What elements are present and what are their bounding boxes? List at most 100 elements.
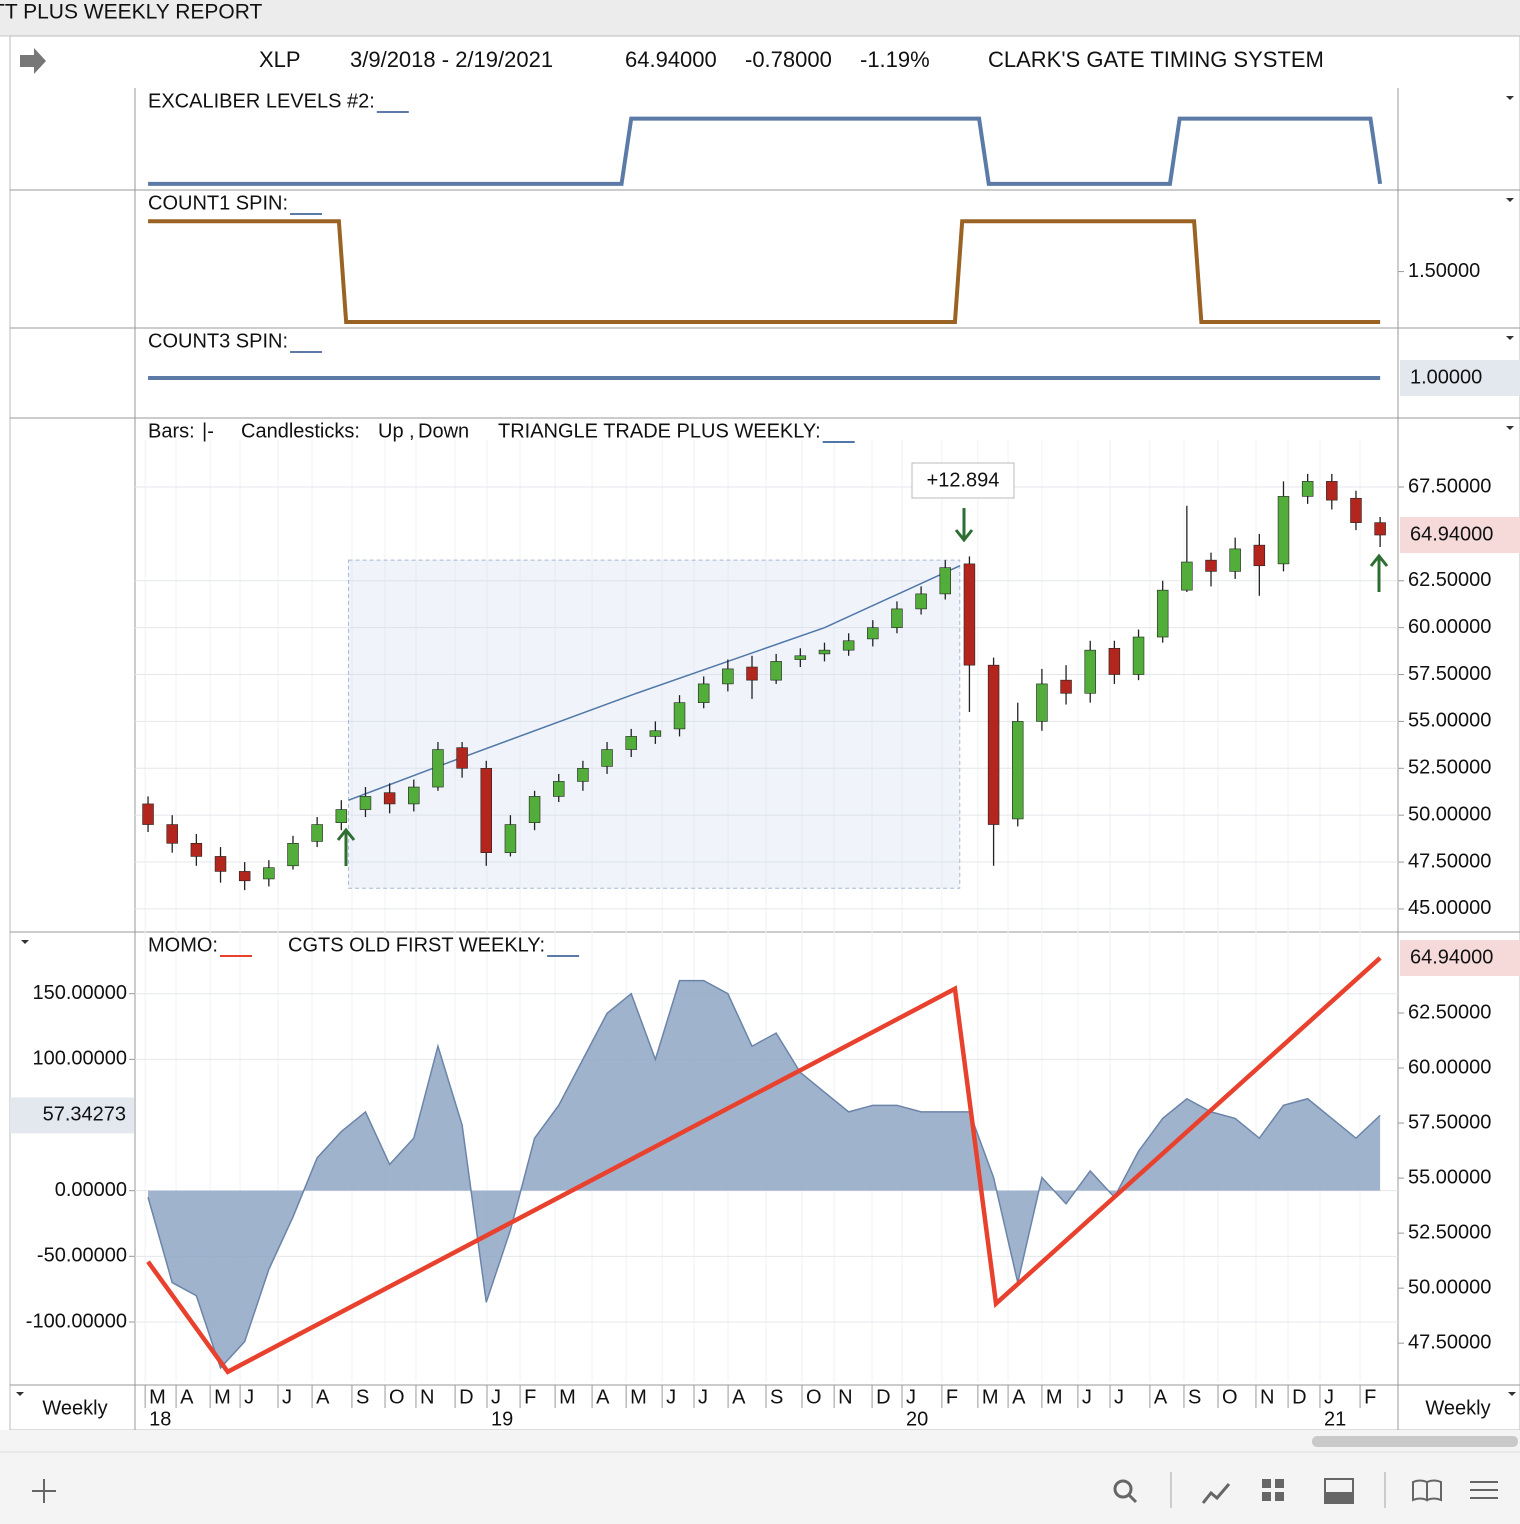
x-tick-label: A: [732, 1386, 746, 1408]
y-tick-label: 57.50000: [1408, 663, 1491, 685]
price: 64.94000: [625, 47, 717, 72]
legend-text: CGTS OLD FIRST WEEKLY:: [288, 934, 545, 956]
nav-arrow[interactable]: [20, 48, 46, 74]
candle-body: [287, 843, 299, 867]
legend-text: Down: [418, 420, 469, 442]
range-box: [348, 559, 961, 889]
date-range: 3/9/2018 - 2/19/2021: [350, 47, 553, 72]
value-label: 64.94000: [1410, 946, 1493, 968]
candle-body: [359, 796, 372, 810]
annotation: +12.894: [927, 469, 1000, 491]
candle-body: [1374, 522, 1386, 536]
y2-tick-label: 62.50000: [1408, 1001, 1491, 1023]
scrollbar-thumb[interactable]: [1312, 1436, 1518, 1447]
y-tick-label: 150.00000: [32, 982, 127, 1004]
y-tick-label: 45.00000: [1408, 897, 1491, 919]
x-tick-label: J: [1114, 1386, 1124, 1408]
candle-body: [601, 749, 613, 767]
candle-body: [649, 730, 662, 737]
x-tick-label: D: [459, 1386, 473, 1408]
x-tick-label: A: [596, 1386, 610, 1408]
x-tick-label: J: [666, 1386, 676, 1408]
panel-menu: [1506, 96, 1514, 100]
x-tick-label: S: [356, 1386, 369, 1408]
x-tick-label: N: [1260, 1386, 1274, 1408]
candle-body: [1108, 647, 1121, 675]
candle-body: [939, 567, 952, 595]
candle-body: [722, 668, 734, 685]
candle-body: [528, 796, 541, 823]
y2-tick-label: 57.50000: [1408, 1111, 1491, 1133]
system-name: CLARK'S GATE TIMING SYSTEM: [988, 47, 1324, 72]
candle-body: [915, 593, 927, 610]
annotation-box: [911, 462, 1015, 499]
x-tick-label: S: [1188, 1386, 1201, 1408]
candle-body: [383, 792, 396, 805]
year-label: 18: [149, 1408, 171, 1430]
legend-text: TRIANGLE TRADE PLUS WEEKLY:: [498, 420, 821, 442]
candle-body: [1084, 649, 1096, 694]
panel-menu: [1506, 198, 1514, 202]
value-label: 57.34273: [43, 1104, 126, 1126]
book-button[interactable]: [1412, 1479, 1442, 1502]
y-tick-label: 62.50000: [1408, 569, 1491, 591]
candle-body: [746, 666, 758, 681]
x-tick-label: N: [838, 1386, 852, 1408]
add-button[interactable]: [32, 1479, 56, 1503]
draw-button[interactable]: [1201, 1483, 1231, 1504]
candle-body: [891, 608, 903, 628]
x-tick-label: O: [389, 1386, 405, 1408]
panel-menu: [21, 940, 29, 944]
x-tick-label: O: [806, 1386, 822, 1408]
candle-body: [794, 655, 807, 660]
year-label: 21: [1324, 1408, 1346, 1430]
layout-button[interactable]: [1262, 1479, 1284, 1501]
value-box: [1400, 517, 1520, 554]
candle-body: [963, 563, 976, 666]
y-tick-label: -100.00000: [26, 1310, 127, 1332]
panel-button[interactable]: [1324, 1478, 1354, 1504]
legend-text: Bars:: [148, 420, 195, 442]
period-label: Weekly: [1425, 1397, 1490, 1419]
candle-body: [480, 767, 492, 853]
x-tick-label: M: [214, 1386, 231, 1408]
menu-button[interactable]: [1470, 1481, 1498, 1499]
legend-text: ,: [409, 420, 415, 442]
legend-text: MOMO:: [148, 934, 218, 956]
change-pct: -1.19%: [860, 47, 930, 72]
candle-body: [263, 867, 275, 880]
candle-body: [770, 661, 782, 681]
y-tick-label: 1.50000: [1408, 260, 1480, 282]
step-line: [148, 219, 1381, 324]
candle-body: [818, 649, 831, 655]
legend-text: Candlesticks:: [241, 420, 360, 442]
x-tick-label: S: [770, 1386, 783, 1408]
x-tick-label: F: [524, 1386, 536, 1408]
x-tick-label: J: [244, 1386, 254, 1408]
y2-tick-label: 60.00000: [1408, 1056, 1491, 1078]
candle-body: [1036, 683, 1048, 722]
y-tick-label: -50.00000: [37, 1245, 127, 1267]
y-tick-label: 0.00000: [55, 1179, 127, 1201]
window-title: TT PLUS WEEKLY REPORT: [0, 1, 263, 24]
candle-body: [166, 824, 178, 844]
value-box: [1400, 360, 1520, 396]
candle-body: [1181, 561, 1193, 591]
x-tick-label: M: [559, 1386, 576, 1408]
panel-label: COUNT1 SPIN:: [148, 192, 288, 214]
y-tick-label: 55.00000: [1408, 710, 1491, 732]
candle-body: [577, 767, 589, 782]
candle-body: [867, 627, 879, 640]
bottom-area: [0, 1430, 1520, 1524]
search-button[interactable]: [1113, 1479, 1138, 1504]
candle-body: [1132, 636, 1145, 675]
candle-body: [673, 702, 686, 730]
candle-body: [311, 824, 323, 842]
change: -0.78000: [745, 47, 832, 72]
y-tick-label: 52.50000: [1408, 757, 1491, 779]
candle-body: [1156, 589, 1169, 638]
value-box: [1400, 939, 1520, 976]
y2-tick-label: 55.00000: [1408, 1166, 1491, 1188]
candle-body: [1253, 544, 1266, 567]
panel-label: COUNT3 SPIN:: [148, 330, 288, 352]
